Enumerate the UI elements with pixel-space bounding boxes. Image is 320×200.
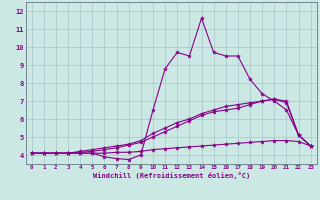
X-axis label: Windchill (Refroidissement éolien,°C): Windchill (Refroidissement éolien,°C) [92, 172, 250, 179]
